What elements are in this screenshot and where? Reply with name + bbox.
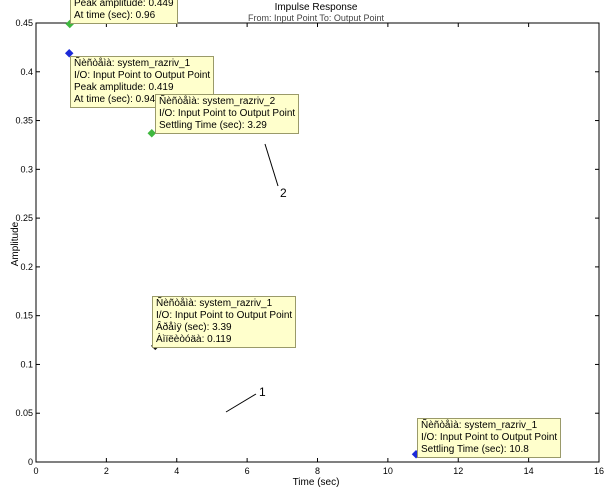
chart-title: Impulse Response xyxy=(275,2,358,13)
chart-subtitle: From: Input Point To: Output Point xyxy=(248,13,384,23)
y-tick-label: 0.4 xyxy=(20,67,33,77)
y-tick-label: 0.3 xyxy=(20,164,33,174)
datatip-settling-system-2[interactable]: Ñèñòåìà: system_razriv_2 I/O: Input Poin… xyxy=(155,94,300,134)
datatip-peak-system-2[interactable]: Peak amplitude: 0.449 At time (sec): 0.9… xyxy=(70,0,178,24)
datatip-line: I/O: Input Point to Output Point xyxy=(421,432,558,443)
label-leader-1 xyxy=(225,393,257,413)
datatip-settling-system-1[interactable]: Ñèñòåìà: system_razriv_1 I/O: Input Poin… xyxy=(417,418,562,458)
y-tick-label: 0.1 xyxy=(20,359,33,369)
datatip-line: Ñèñòåìà: system_razriv_2 xyxy=(159,96,276,107)
datatip-line: Àìïëèòóäà: 0.119 xyxy=(156,334,232,345)
datatip-line: I/O: Input Point to Output Point xyxy=(159,108,296,119)
datatip-line: Peak amplitude: 0.449 xyxy=(74,0,174,9)
x-tick-label: 2 xyxy=(104,466,109,476)
curve-label-2: 2 xyxy=(280,186,287,200)
x-tick-label: 14 xyxy=(524,466,534,476)
datatip-line: Ñèñòåìà: system_razriv_1 xyxy=(74,58,191,69)
y-tick-label: 0.2 xyxy=(20,262,33,272)
datatip-marker[interactable] xyxy=(64,48,74,58)
datatip-line: I/O: Input Point to Output Point xyxy=(156,310,293,321)
datatip-line: At time (sec): 0.944 xyxy=(74,94,161,105)
x-tick-label: 10 xyxy=(383,466,393,476)
datatip-line: At time (sec): 0.96 xyxy=(74,10,156,21)
x-tick-label: 6 xyxy=(245,466,250,476)
x-tick-label: 8 xyxy=(315,466,320,476)
datatip-line: Ñèñòåìà: system_razriv_1 xyxy=(421,420,538,431)
x-tick-label: 12 xyxy=(453,466,463,476)
y-tick-label: 0.35 xyxy=(15,116,33,126)
x-axis-label: Time (sec) xyxy=(293,477,340,488)
x-tick-label: 16 xyxy=(594,466,604,476)
y-tick-label: 0.05 xyxy=(15,408,33,418)
datatip-line: Ñèñòåìà: system_razriv_1 xyxy=(156,298,273,309)
x-tick-label: 0 xyxy=(33,466,38,476)
datatip-line: Settling Time (sec): 3.29 xyxy=(159,120,267,131)
x-tick-label: 4 xyxy=(174,466,179,476)
datatip-line: I/O: Input Point to Output Point xyxy=(74,70,211,81)
y-tick-label: 0.45 xyxy=(15,18,33,28)
datatip-line: Peak amplitude: 0.419 xyxy=(74,82,174,93)
y-tick-label: 0.25 xyxy=(15,213,33,223)
curve-label-1: 1 xyxy=(259,385,266,399)
datatip-point-system-1[interactable]: Ñèñòåìà: system_razriv_1 I/O: Input Poin… xyxy=(152,296,297,348)
y-tick-label: 0.15 xyxy=(15,311,33,321)
datatip-marker[interactable] xyxy=(147,128,157,138)
datatip-line: Settling Time (sec): 10.8 xyxy=(421,444,529,455)
y-axis-label: Amplitude xyxy=(10,221,21,266)
label-leader-2 xyxy=(264,143,279,187)
datatip-line: Âðåìÿ (sec): 3.39 xyxy=(156,322,232,333)
datatip-peak-system-1[interactable]: Ñèñòåìà: system_razriv_1 I/O: Input Poin… xyxy=(70,56,215,108)
y-tick-label: 0 xyxy=(28,457,33,467)
